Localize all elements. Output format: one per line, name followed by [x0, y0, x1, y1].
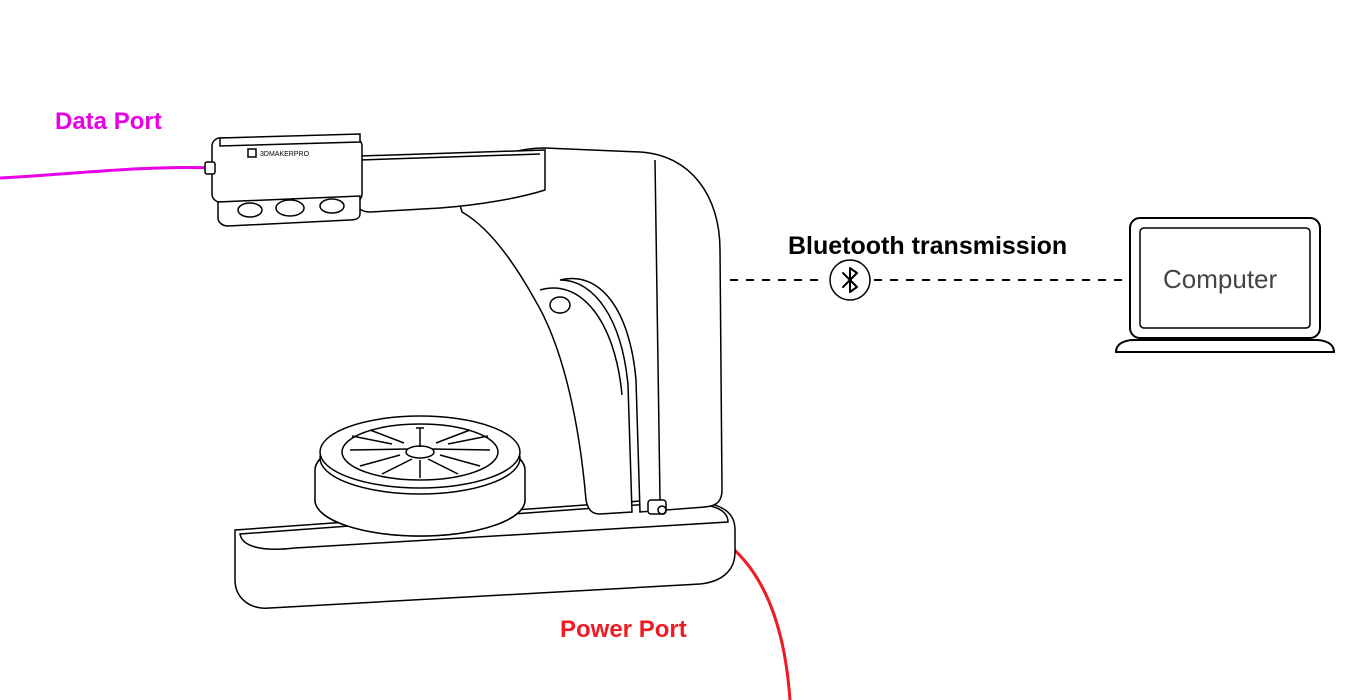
- turntable: [315, 416, 525, 536]
- power-port-jack: [648, 500, 666, 514]
- diagram-stage: 3DMAKERPRO Data Port Power Port Bluetoot…: [0, 0, 1358, 700]
- data-cable: [0, 167, 210, 178]
- power-port-label: Power Port: [560, 616, 687, 644]
- computer-label: Computer: [1163, 264, 1277, 295]
- bluetooth-label: Bluetooth transmission: [788, 232, 1067, 261]
- bluetooth-icon: [830, 260, 870, 300]
- data-port-label: Data Port: [55, 108, 162, 136]
- diagram-svg: 3DMAKERPRO: [0, 0, 1358, 700]
- brand-text: 3DMAKERPRO: [260, 151, 310, 158]
- scanner-head: 3DMAKERPRO: [205, 134, 362, 226]
